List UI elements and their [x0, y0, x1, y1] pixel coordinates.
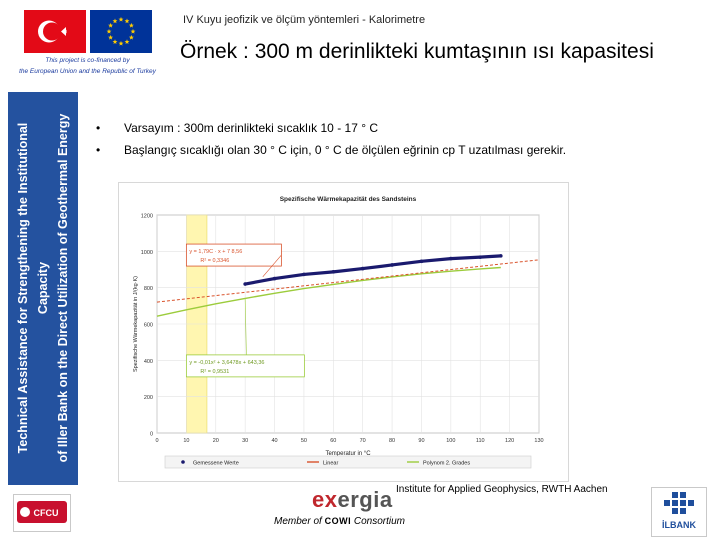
eu-star-icon [124, 39, 130, 44]
x-tick-label: 60 [330, 438, 336, 444]
x-tick-label: 30 [242, 438, 248, 444]
cowi-logo: COWI [324, 516, 352, 526]
polynomial-equation-box [185, 354, 305, 378]
exergia-logo: exergia [312, 487, 393, 513]
legend-label: Linear [323, 461, 338, 467]
y-tick-label: 800 [144, 286, 153, 292]
bullet-text: Başlangıç sıcaklığı olan 30 ° C için, 0 … [124, 143, 567, 157]
data-point [302, 272, 306, 277]
x-tick-label: 10 [183, 438, 189, 444]
slide-title: Örnek : 300 m derinlikteki kumtaşının ıs… [180, 40, 654, 63]
data-point [478, 255, 483, 259]
y-tick-label: 0 [150, 432, 153, 438]
chart-svg: 0 200 400 600 800 1000 1200 0 10 20 30 40 50 60 70 80 90… [133, 196, 544, 469]
x-tick-label: 40 [271, 438, 277, 444]
eu-star-icon [106, 28, 112, 34]
data-point [243, 282, 247, 286]
legend-box [164, 455, 532, 469]
series-measured [243, 254, 503, 286]
eu-star-icon [112, 39, 118, 44]
sidebar-text: Technical Assistance for Strengthening t… [8, 95, 78, 481]
eu-star-icon [112, 18, 118, 24]
ilbank-logo-text: İLBANK [662, 520, 696, 530]
cofinance-note: This project is co-financed by the Europ… [0, 55, 175, 77]
ilbank-logo: İLBANK [651, 487, 707, 537]
cofinance-line1: This project is co-financed by [45, 57, 130, 64]
linear-pointer [262, 254, 282, 277]
sidebar-line2: of Iller Bank on the Direct Utilization … [56, 113, 70, 463]
legend-marker [181, 460, 185, 464]
eu-star-icon [108, 34, 114, 40]
polynomial-pointer [244, 298, 247, 355]
x-tick-label: 70 [360, 438, 366, 444]
legend-label: Polynom 2. Grades [423, 461, 470, 467]
x-tick-label: 80 [389, 438, 395, 444]
heat-capacity-chart: 0 200 400 600 800 1000 1200 0 10 20 30 40 50 60 70 80 90… [118, 182, 569, 482]
data-point [419, 259, 424, 264]
y-tick-label: 400 [144, 359, 153, 365]
y-axis-label: Spezifische Wärmekapazität in J/(kg·K) [133, 276, 139, 372]
chart-title: Spezifische Wärmekapazität des Sandstein… [280, 196, 417, 203]
member-prefix: Member of [274, 516, 322, 527]
x-tick-label: 120 [505, 438, 514, 444]
exergia-logo-ex: ex [312, 487, 338, 512]
bullet-dot-icon: • [96, 143, 101, 157]
eu-star-icon [118, 16, 124, 22]
bullet-dot-icon: • [96, 121, 101, 135]
linear-equation: y = 1,79C · x + 7 8,56 [189, 249, 242, 255]
eu-star-icon [128, 22, 134, 28]
bullet-item: • Başlangıç sıcaklığı olan 30 ° C için, … [96, 139, 706, 161]
y-tick-label: 600 [144, 323, 153, 329]
y-tick-label: 1000 [141, 250, 153, 256]
data-point [449, 256, 453, 261]
x-tick-label: 0 [155, 438, 158, 444]
x-axis-label: Temperatur in °C [325, 451, 371, 457]
x-tick-label: 20 [213, 438, 219, 444]
series-linear [156, 259, 540, 303]
bullet-list: • Varsayım : 300m derinlikteki sıcaklık … [96, 117, 706, 161]
y-tick-label: 1200 [141, 214, 153, 220]
x-tick-label: 50 [301, 438, 307, 444]
eu-flag [90, 10, 152, 53]
eu-star-icon [128, 34, 134, 40]
linear-r2: R² = 0,3346 [200, 258, 229, 264]
data-point [331, 270, 336, 274]
turkey-flag [24, 10, 86, 53]
sidebar-line1: Technical Assistance for Strengthening t… [16, 122, 50, 454]
exergia-logo-rest: ergia [337, 487, 393, 512]
data-point [360, 266, 365, 271]
eu-star-icon [108, 22, 114, 28]
polynomial-r2: R² = 0,9531 [200, 369, 229, 375]
institute-credit: Institute for Applied Geophysics, RWTH A… [396, 484, 608, 495]
slide-topline: IV Kuyu jeofizik ve ölçüm yöntemleri - K… [183, 14, 426, 26]
bullet-item: • Varsayım : 300m derinlikteki sıcaklık … [96, 117, 706, 139]
bullet-text: Varsayım : 300m derinlikteki sıcaklık 10… [124, 121, 378, 135]
data-point [272, 276, 277, 281]
cofinance-line2: the European Union and the Republic of T… [19, 68, 156, 75]
x-tick-label: 90 [418, 438, 424, 444]
consortium-note: Member of COWI Consortium [274, 516, 405, 527]
member-suffix: Consortium [353, 516, 405, 527]
eu-star-icon [130, 28, 136, 34]
eu-star-icon [124, 18, 130, 24]
polynomial-equation: y = -0,01x² + 3,6478x + 643,36 [189, 360, 264, 366]
eu-star-icon [118, 40, 124, 46]
cfcu-logo: CFCU [13, 494, 71, 532]
legend-label: Gemessene Werte [193, 461, 239, 467]
x-tick-label: 130 [534, 438, 543, 444]
y-tick-label: 200 [144, 395, 153, 401]
series-polynomial [156, 266, 501, 317]
cfcu-logo-text: CFCU [34, 508, 59, 518]
data-point [499, 254, 503, 258]
x-tick-label: 100 [446, 438, 455, 444]
project-sidebar: Technical Assistance for Strengthening t… [8, 92, 78, 485]
x-tick-label: 110 [476, 438, 485, 444]
data-point [390, 263, 394, 267]
